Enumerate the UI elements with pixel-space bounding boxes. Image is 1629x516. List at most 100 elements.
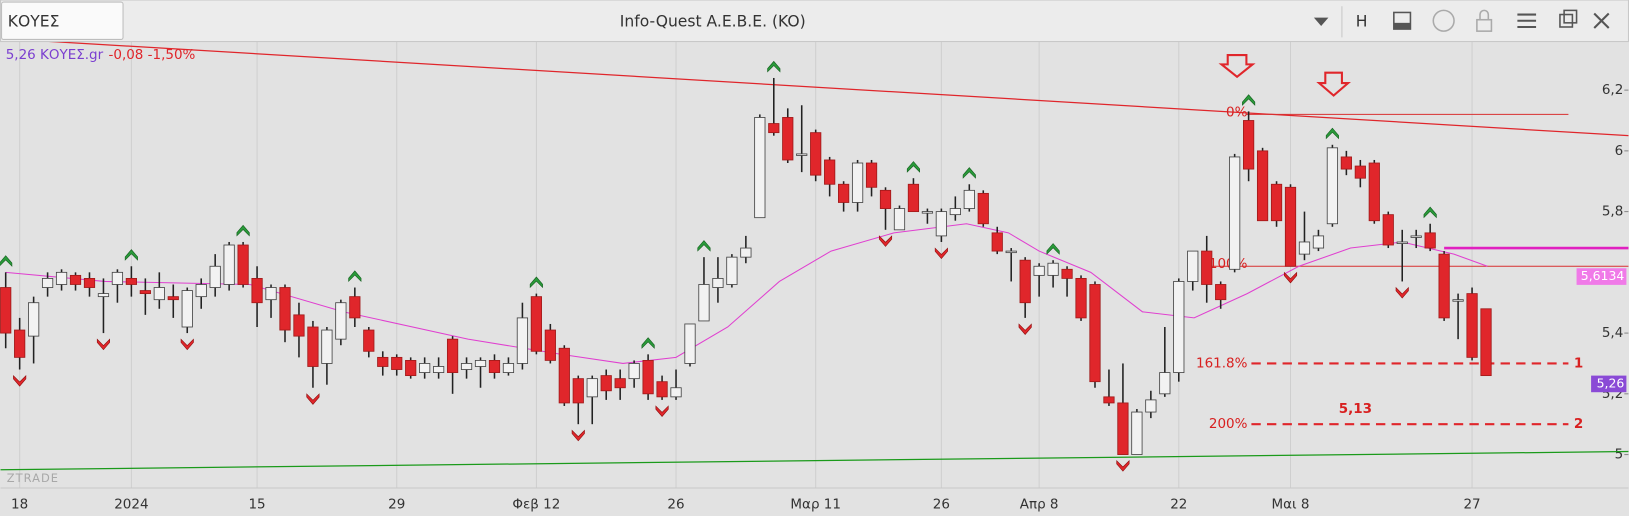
price-box bbox=[1576, 268, 1627, 285]
up-marker bbox=[348, 270, 362, 283]
candle-body bbox=[1396, 241, 1408, 244]
candle-body bbox=[963, 189, 975, 209]
candle-body bbox=[1159, 372, 1171, 395]
candle-body bbox=[935, 211, 947, 237]
up-marker bbox=[767, 60, 781, 73]
candle-body bbox=[153, 287, 165, 301]
candle-body bbox=[544, 329, 556, 361]
x-tick-label: 2024 bbox=[114, 497, 148, 513]
fib-tag: 2 bbox=[1574, 416, 1583, 432]
candle-body bbox=[1284, 186, 1297, 267]
candle-body bbox=[446, 338, 459, 373]
candle-body bbox=[628, 363, 640, 380]
candle-body bbox=[1131, 411, 1143, 455]
candle-body bbox=[307, 326, 319, 367]
candle-body bbox=[1466, 293, 1478, 358]
fib-label: 161.8% bbox=[1196, 355, 1248, 371]
window-title: Info-Quest A.E.B.E. (KO) bbox=[620, 12, 806, 30]
up-marker bbox=[236, 224, 250, 237]
candle-body bbox=[321, 329, 333, 364]
candle-body bbox=[363, 329, 375, 352]
down-marker bbox=[180, 338, 194, 351]
candle-body bbox=[167, 296, 179, 301]
candle-body bbox=[502, 363, 515, 373]
candle-body bbox=[516, 317, 529, 364]
candle-body bbox=[1424, 232, 1436, 249]
restore-icon[interactable] bbox=[1559, 13, 1574, 28]
candle-body bbox=[377, 356, 389, 367]
candle-body bbox=[768, 123, 780, 134]
x-tick-label: 29 bbox=[388, 497, 405, 513]
x-tick-label: Μαρ 11 bbox=[790, 497, 841, 513]
up-marker bbox=[962, 167, 976, 179]
down-marker bbox=[1283, 271, 1298, 284]
down-marker bbox=[878, 235, 893, 247]
candle-body bbox=[1452, 299, 1464, 302]
candle-body bbox=[83, 277, 96, 288]
candle-body bbox=[1298, 241, 1311, 255]
candle-body bbox=[991, 232, 1003, 252]
price-box-label: 5,6134 bbox=[1581, 268, 1625, 283]
candle-body bbox=[1382, 214, 1394, 246]
candle-body bbox=[1145, 399, 1157, 413]
menu-icon[interactable] bbox=[1517, 13, 1537, 29]
info-change: -0,08 -1,50% bbox=[109, 47, 196, 63]
candle-body bbox=[977, 192, 989, 225]
y-tick-label: 6 bbox=[1615, 143, 1624, 159]
x-tick-label: 22 bbox=[1170, 497, 1187, 513]
fib-label: 0% bbox=[1226, 104, 1248, 120]
candle-body bbox=[670, 387, 682, 398]
candle-body bbox=[949, 208, 961, 216]
up-marker bbox=[906, 161, 920, 173]
candle-body bbox=[1187, 250, 1199, 282]
lock-icon[interactable] bbox=[1476, 18, 1493, 32]
candle-body bbox=[69, 274, 82, 285]
candle-body bbox=[335, 302, 347, 340]
candle-body bbox=[1270, 183, 1283, 222]
symbol: ΚΟΥΕΣ bbox=[8, 12, 60, 30]
quote-icon[interactable] bbox=[1432, 9, 1455, 32]
x-tick-label: 27 bbox=[1463, 497, 1480, 513]
candle-body bbox=[810, 132, 822, 176]
x-tick-label: Φεβ 12 bbox=[512, 497, 560, 513]
candle-body bbox=[1061, 268, 1073, 279]
x-tick-label: Μαι 8 bbox=[1272, 497, 1310, 513]
candle-body bbox=[782, 117, 794, 161]
down-marker bbox=[1018, 323, 1032, 335]
candle-body bbox=[474, 359, 487, 367]
symbol-box[interactable] bbox=[1, 1, 124, 40]
candle-body bbox=[865, 162, 878, 188]
candle-body bbox=[1215, 284, 1227, 301]
candle-body bbox=[125, 277, 137, 285]
candle-body bbox=[223, 244, 235, 285]
close-icon[interactable] bbox=[1593, 12, 1610, 29]
candle-body bbox=[1103, 396, 1115, 404]
fib-tag: 1 bbox=[1574, 355, 1583, 371]
candle-body bbox=[97, 293, 110, 298]
candle-body bbox=[1229, 156, 1241, 270]
trendline bbox=[0, 37, 1629, 137]
candle-body bbox=[488, 359, 501, 373]
menu-h[interactable]: H bbox=[1356, 12, 1368, 30]
price-box bbox=[1591, 375, 1627, 393]
candle-body bbox=[1033, 265, 1045, 276]
dropdown-icon[interactable] bbox=[1313, 17, 1329, 26]
moving-average bbox=[5, 223, 1488, 364]
candle-body bbox=[1340, 156, 1352, 170]
candle-body bbox=[237, 244, 249, 285]
candle-body bbox=[851, 162, 864, 203]
down-marker bbox=[1395, 286, 1409, 299]
candle-body bbox=[1173, 281, 1185, 373]
candle-body bbox=[209, 265, 221, 288]
restore-icon-back bbox=[1563, 9, 1578, 24]
candle-body bbox=[1438, 253, 1450, 319]
candle-body bbox=[796, 153, 808, 156]
candle-body bbox=[586, 378, 598, 398]
candle-body bbox=[838, 183, 850, 203]
candle-body bbox=[1075, 277, 1087, 319]
lock-shackle bbox=[1479, 9, 1490, 20]
candle-body bbox=[907, 183, 920, 213]
candle-body bbox=[572, 378, 584, 404]
candle-body bbox=[419, 363, 431, 373]
up-marker bbox=[1325, 127, 1339, 140]
